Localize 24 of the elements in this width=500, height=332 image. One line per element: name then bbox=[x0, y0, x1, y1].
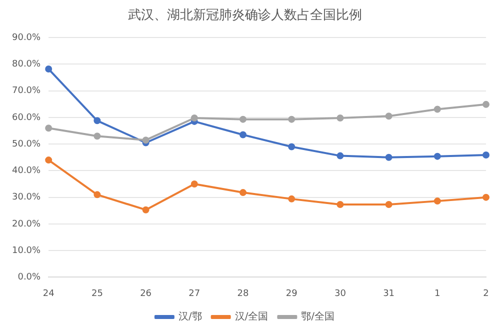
legend-label: 汉/全国 bbox=[234, 310, 268, 323]
legend-label: 鄂/全国 bbox=[301, 310, 335, 323]
x-tick-label: 27 bbox=[188, 288, 200, 299]
y-tick-label: 0.0% bbox=[18, 272, 42, 283]
x-tick-label: 26 bbox=[140, 288, 152, 299]
y-tick-label: 40.0% bbox=[12, 166, 42, 176]
y-tick-label: 30.0% bbox=[12, 192, 42, 203]
x-tick-label: 29 bbox=[286, 288, 298, 299]
x-tick-label: 28 bbox=[237, 288, 249, 299]
x-tick-label: 1 bbox=[434, 288, 440, 299]
y-tick-label: 50.0% bbox=[12, 139, 42, 150]
chart-title: 武汉、湖北新冠肺炎确诊人数占全国比例 bbox=[128, 8, 362, 24]
x-tick-label: 2 bbox=[483, 288, 489, 299]
x-tick-label: 30 bbox=[334, 288, 346, 299]
y-tick-label: 20.0% bbox=[12, 219, 42, 230]
legend-label: 汉/鄂 bbox=[178, 310, 202, 323]
y-tick-label: 60.0% bbox=[12, 112, 42, 123]
y-tick-label: 90.0% bbox=[12, 32, 42, 43]
x-tick-label: 31 bbox=[383, 288, 395, 299]
y-tick-label: 10.0% bbox=[12, 246, 42, 256]
y-tick-label: 80.0% bbox=[12, 60, 42, 70]
x-tick-label: 25 bbox=[91, 288, 103, 299]
y-tick-label: 70.0% bbox=[12, 86, 42, 96]
x-tick-label: 24 bbox=[42, 288, 55, 299]
